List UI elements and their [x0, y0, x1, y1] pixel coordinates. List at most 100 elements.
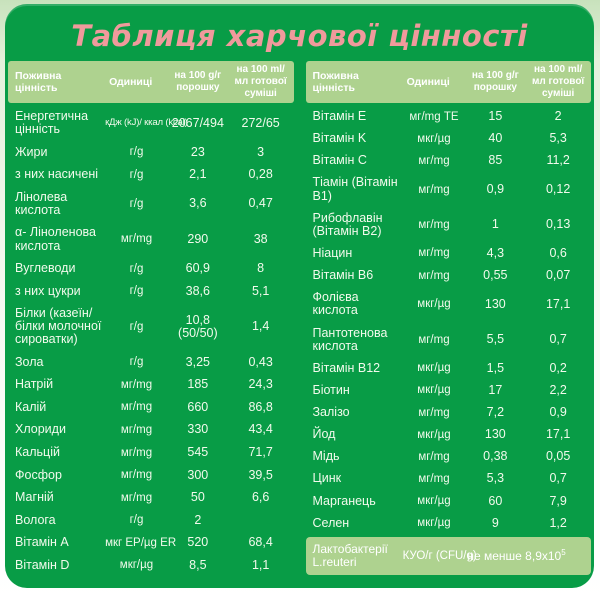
value-per-100ml: 38 — [253, 231, 268, 246]
nutrient-name: Пантотенова кислота — [312, 325, 388, 353]
nutrient-unit: мг/mg — [120, 491, 153, 504]
nutrient-name: Калій — [15, 399, 47, 414]
nutrient-unit: мг/mg — [120, 469, 153, 482]
probiotic-name: Лактобактерії L.reuteri — [312, 542, 388, 569]
nutrient-name: Вітамін A — [15, 535, 69, 550]
table-header: Поживна цінність Одиниці на 100 g/г поро… — [8, 61, 294, 103]
nutrient-unit: г/g — [129, 285, 144, 298]
table-row: Калій мг/mg 660 86,8 — [8, 400, 294, 415]
value-per-100ml: 3 — [257, 144, 265, 159]
nutrient-unit: мкг/µg — [417, 428, 451, 441]
value-per-100ml: 71,7 — [248, 445, 273, 459]
table-row: Цинк мг/mg 5,3 0,7 — [306, 471, 592, 486]
value-per-100g: 60,9 — [185, 261, 210, 276]
value-per-100ml: 1,4 — [251, 319, 270, 334]
nutrition-panel: Таблиця харчової цінності Поживна цінніс… — [5, 4, 594, 588]
nutrient-unit: мг/mg — [418, 247, 450, 260]
nutrient-unit: мг/mg — [120, 401, 153, 414]
nutrient-name: Жири — [15, 144, 48, 159]
nutrient-name: Вітамін K — [312, 131, 367, 146]
column-header-per-100g: на 100 g/г порошку — [174, 70, 222, 93]
nutrient-unit: мкг/µg — [417, 495, 451, 508]
table-row: Вітамін E мг/mg ТЕ 15 2 — [306, 109, 592, 124]
table-row: Кальцій мг/mg 545 71,7 — [8, 445, 294, 460]
nutrition-table-right: Поживна цінність Одиниці на 100 g/г поро… — [305, 61, 592, 575]
value-per-100g: 2067/494 — [171, 115, 224, 130]
value-per-100ml: 0,28 — [248, 167, 273, 182]
column-header-per-100ml: на 100 ml/мл готової суміші — [234, 64, 287, 99]
value-per-100g: 130 — [484, 296, 506, 311]
nutrient-name: Натрій — [15, 377, 54, 392]
nutrient-unit: мкг/µg — [417, 132, 451, 145]
value-per-100ml: 11,2 — [546, 153, 570, 168]
value-per-100ml: 0,6 — [549, 245, 567, 260]
value-per-100g: 545 — [187, 445, 209, 459]
value-per-100g: 10,8 (50/50) — [178, 312, 218, 340]
value-per-100ml: 39,5 — [248, 467, 273, 482]
value-per-100ml: 2 — [554, 109, 562, 123]
nutrient-name: Енергетична цінність — [15, 109, 89, 137]
nutrient-unit: мг/mg — [120, 378, 153, 391]
nutrient-unit: мкг/µg — [119, 559, 154, 572]
nutrient-name: α- Ліноленова кислота — [15, 225, 96, 253]
nutrient-unit: г/g — [129, 514, 144, 527]
table-row: Вітамін B12 мкг/µg 1,5 0,2 — [306, 361, 592, 376]
table-row: з них цукри г/g 38,6 5,1 — [8, 284, 294, 299]
nutrient-name: Біотин — [312, 382, 350, 397]
value-per-100g: 1 — [491, 217, 499, 232]
nutrient-name: Вітамін B12 — [312, 360, 381, 375]
table-row: Вітамін K мкг/µg 40 5,3 — [306, 131, 592, 146]
table-row: Білки (казеїн/білки молочної сироватки) г… — [8, 306, 294, 347]
value-per-100ml: 0,7 — [549, 332, 567, 347]
table-row: Енергетична цінність кДж (kJ)/ ккал (kcal… — [8, 109, 294, 137]
value-per-100g: 130 — [484, 427, 506, 442]
table-row: Марганець мкг/µg 60 7,9 — [306, 494, 592, 509]
table-row: Жири г/g 23 3 — [8, 145, 294, 160]
table-row: Мідь мг/mg 0,38 0,05 — [306, 449, 592, 464]
nutrient-name: Селен — [312, 515, 350, 530]
nutrient-name: Зола — [15, 354, 44, 369]
nutrient-name: Хлориди — [15, 422, 66, 437]
value-per-100g: 0,9 — [486, 181, 505, 196]
table-row: з них насичені г/g 2,1 0,28 — [8, 167, 294, 182]
nutrient-unit: кДж (kJ)/ ккал (kcal) — [105, 117, 188, 129]
value-per-100g: 40 — [488, 131, 503, 146]
table-row: Лінолева кислота г/g 3,6 0,47 — [8, 190, 294, 218]
probiotic-unit: КУО/г (CFU/g) — [402, 549, 477, 562]
column-header-nutrient: Поживна цінність — [15, 69, 62, 94]
table-row: Ніацин мг/mg 4,3 0,6 — [306, 246, 592, 261]
column-header-units: Одиниці — [406, 75, 450, 88]
value-per-100g: 330 — [187, 422, 209, 437]
value-per-100g: 3,6 — [189, 196, 207, 211]
nutrient-unit: мг/mg — [120, 233, 153, 246]
value-per-100ml: 86,8 — [248, 399, 273, 414]
value-per-100ml: 272/65 — [241, 115, 280, 130]
nutrient-name: Білки (казеїн/білки молочної сироватки) — [15, 306, 102, 347]
nutrient-unit: мг/mg — [418, 154, 450, 167]
nutrition-table-left: Поживна цінність Одиниці на 100 g/г поро… — [8, 61, 294, 575]
table-row: Волога г/g 2 — [8, 513, 294, 528]
value-per-100g: 0,38 — [483, 449, 508, 464]
nutrient-name: Фолієва кислота — [312, 290, 359, 318]
value-per-100ml: 0,13 — [545, 217, 571, 232]
value-per-100g: 660 — [187, 399, 209, 414]
table-body: Вітамін E мг/mg ТЕ 15 2 Вітамін K мкг/µg 40 5,3… — [306, 103, 592, 533]
value-per-100g: 50 — [190, 490, 205, 505]
table-row: Фосфор мг/mg 300 39,5 — [8, 468, 294, 483]
table-row: Вуглеводи г/g 60,9 8 — [8, 261, 294, 276]
value-per-100g: 0,55 — [483, 268, 508, 283]
value-per-100g: 2,1 — [189, 167, 207, 182]
value-per-100g: 8,5 — [189, 557, 207, 572]
column-header-units: Одиниці — [109, 75, 153, 88]
value-per-100g: 1,5 — [486, 360, 505, 375]
table-row: Рибофлавін (Вітамін B2) мг/mg 1 0,13 — [306, 211, 592, 239]
probiotic-row: Лактобактерії L.reuteri КУО/г (CFU/g) не… — [305, 537, 591, 575]
table-row: Тіамін (Вітамін B1) мг/mg 0,9 0,12 — [306, 175, 592, 203]
value-per-100ml: 68,4 — [248, 535, 273, 550]
value-per-100g: 520 — [187, 535, 209, 550]
nutrient-name: з них насичені — [15, 167, 99, 182]
table-row: Фолієва кислота мкг/µg 130 17,1 — [306, 290, 592, 318]
table-row: Вітамін B6 мг/mg 0,55 0,07 — [306, 268, 592, 283]
value-per-100g: 185 — [187, 377, 209, 392]
